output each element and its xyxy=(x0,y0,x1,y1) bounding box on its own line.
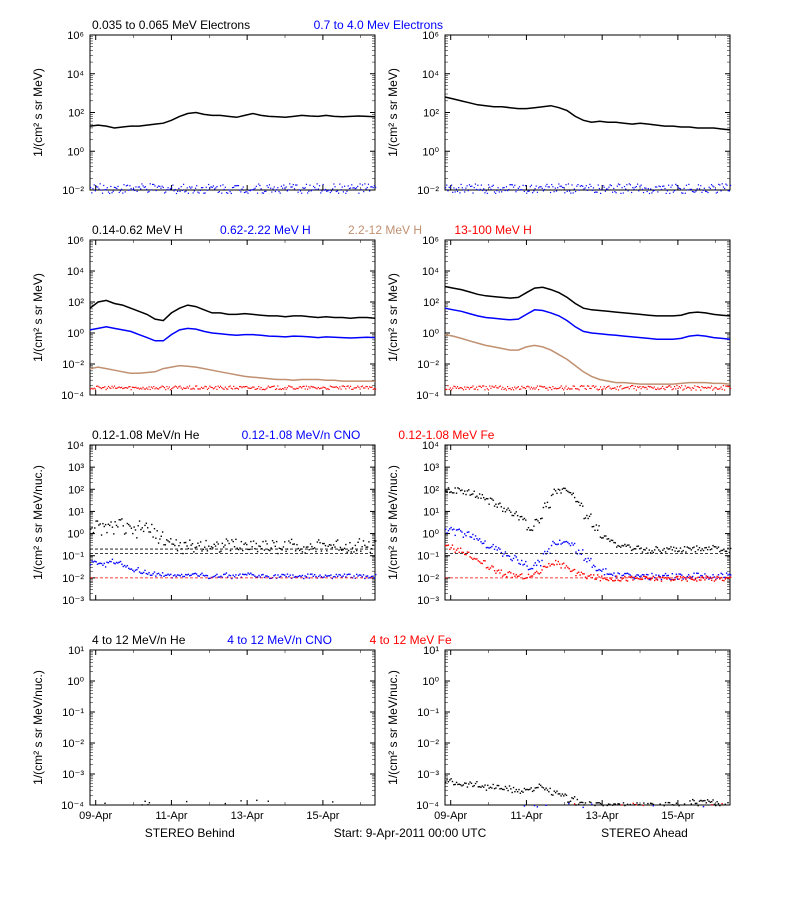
svg-text:10²: 10² xyxy=(423,484,439,496)
svg-text:10⁰: 10⁰ xyxy=(422,146,439,158)
series-title: 2.2-12 MeV H xyxy=(348,223,422,237)
svg-text:10⁻²: 10⁻² xyxy=(417,738,439,750)
svg-text:10⁻²: 10⁻² xyxy=(417,573,439,585)
svg-text:10⁶: 10⁶ xyxy=(422,235,439,247)
svg-text:10⁰: 10⁰ xyxy=(67,328,84,340)
svg-text:10²: 10² xyxy=(68,484,84,496)
svg-text:10⁻²: 10⁻² xyxy=(62,738,84,750)
y-axis-label: 1/(cm² s sr MeV/nuc.) xyxy=(386,465,400,580)
series-title: 0.14-0.62 MeV H xyxy=(92,223,183,237)
series-title: 4 to 12 MeV/n He xyxy=(92,633,186,647)
y-axis-label: 1/(cm² s sr MeV/nuc.) xyxy=(31,670,45,785)
svg-text:11-Apr: 11-Apr xyxy=(155,810,188,822)
svg-text:10⁴: 10⁴ xyxy=(67,266,84,278)
series-title: 0.12-1.08 MeV/n He xyxy=(92,428,200,442)
svg-text:10⁻¹: 10⁻¹ xyxy=(417,551,439,563)
caption-left: STEREO Behind xyxy=(145,826,235,840)
svg-text:10⁰: 10⁰ xyxy=(422,328,439,340)
svg-text:10¹: 10¹ xyxy=(423,506,439,518)
caption-center: Start: 9-Apr-2011 00:00 UTC xyxy=(334,826,487,840)
svg-text:10⁶: 10⁶ xyxy=(422,30,439,42)
svg-text:10⁻⁴: 10⁻⁴ xyxy=(416,390,439,402)
svg-text:10¹: 10¹ xyxy=(68,645,84,657)
svg-text:10⁻³: 10⁻³ xyxy=(417,769,439,781)
svg-text:10⁻³: 10⁻³ xyxy=(62,595,84,607)
caption-right: STEREO Ahead xyxy=(601,826,688,840)
svg-text:10⁻⁴: 10⁻⁴ xyxy=(61,390,84,402)
svg-text:15-Apr: 15-Apr xyxy=(306,810,339,822)
svg-text:10²: 10² xyxy=(68,108,84,120)
svg-text:10⁶: 10⁶ xyxy=(67,30,84,42)
svg-text:10⁻³: 10⁻³ xyxy=(62,769,84,781)
svg-text:13-Apr: 13-Apr xyxy=(231,810,264,822)
svg-text:10⁰: 10⁰ xyxy=(422,529,439,541)
svg-text:10⁻²: 10⁻² xyxy=(62,359,84,371)
svg-text:10⁻²: 10⁻² xyxy=(417,359,439,371)
svg-text:10¹: 10¹ xyxy=(68,506,84,518)
series-title: 4 to 12 MeV/n CNO xyxy=(227,633,332,647)
svg-text:10⁻¹: 10⁻¹ xyxy=(417,707,439,719)
series-title: 13-100 MeV H xyxy=(454,223,531,237)
svg-text:13-Apr: 13-Apr xyxy=(586,810,619,822)
svg-text:15-Apr: 15-Apr xyxy=(661,810,694,822)
series-title: 0.12-1.08 MeV Fe xyxy=(398,428,494,442)
y-axis-label: 1/(cm² s sr MeV) xyxy=(386,68,400,157)
svg-text:10²: 10² xyxy=(68,297,84,309)
series-title: 0.62-2.22 MeV H xyxy=(220,223,311,237)
svg-text:09-Apr: 09-Apr xyxy=(79,810,112,822)
svg-text:10⁻¹: 10⁻¹ xyxy=(62,551,84,563)
y-axis-label: 1/(cm² s sr MeV) xyxy=(386,273,400,362)
y-axis-label: 1/(cm² s sr MeV) xyxy=(31,273,45,362)
svg-text:10⁰: 10⁰ xyxy=(67,146,84,158)
svg-text:10⁴: 10⁴ xyxy=(422,69,439,81)
svg-text:10⁴: 10⁴ xyxy=(422,266,439,278)
svg-text:10⁻¹: 10⁻¹ xyxy=(62,707,84,719)
svg-text:10⁻²: 10⁻² xyxy=(417,185,439,197)
svg-text:10⁻²: 10⁻² xyxy=(62,185,84,197)
svg-text:10⁰: 10⁰ xyxy=(67,676,84,688)
svg-text:10⁻²: 10⁻² xyxy=(62,573,84,585)
svg-text:10⁶: 10⁶ xyxy=(67,235,84,247)
chart-panel-grid: 1/(cm² s sr MeV) 1/(cm² s sr MeV) 0.035 to… xyxy=(0,0,800,900)
svg-text:10⁻³: 10⁻³ xyxy=(417,595,439,607)
svg-text:10⁴: 10⁴ xyxy=(422,440,439,452)
svg-text:10⁴: 10⁴ xyxy=(67,69,84,81)
svg-text:10²: 10² xyxy=(423,297,439,309)
svg-text:10¹: 10¹ xyxy=(423,645,439,657)
y-axis-label: 1/(cm² s sr MeV) xyxy=(31,68,45,157)
svg-text:09-Apr: 09-Apr xyxy=(434,810,467,822)
y-axis-label: 1/(cm² s sr MeV/nuc.) xyxy=(31,465,45,580)
series-title: 0.035 to 0.065 MeV Electrons xyxy=(92,18,250,32)
svg-text:10³: 10³ xyxy=(68,462,84,474)
y-axis-label: 1/(cm² s sr MeV/nuc.) xyxy=(386,670,400,785)
svg-text:10³: 10³ xyxy=(423,462,439,474)
svg-text:10⁰: 10⁰ xyxy=(422,676,439,688)
series-title: 4 to 12 MeV Fe xyxy=(370,633,452,647)
series-title: 0.12-1.08 MeV/n CNO xyxy=(242,428,361,442)
svg-text:10²: 10² xyxy=(423,108,439,120)
svg-text:11-Apr: 11-Apr xyxy=(510,810,543,822)
svg-text:10⁴: 10⁴ xyxy=(67,440,84,452)
svg-text:10⁰: 10⁰ xyxy=(67,529,84,541)
